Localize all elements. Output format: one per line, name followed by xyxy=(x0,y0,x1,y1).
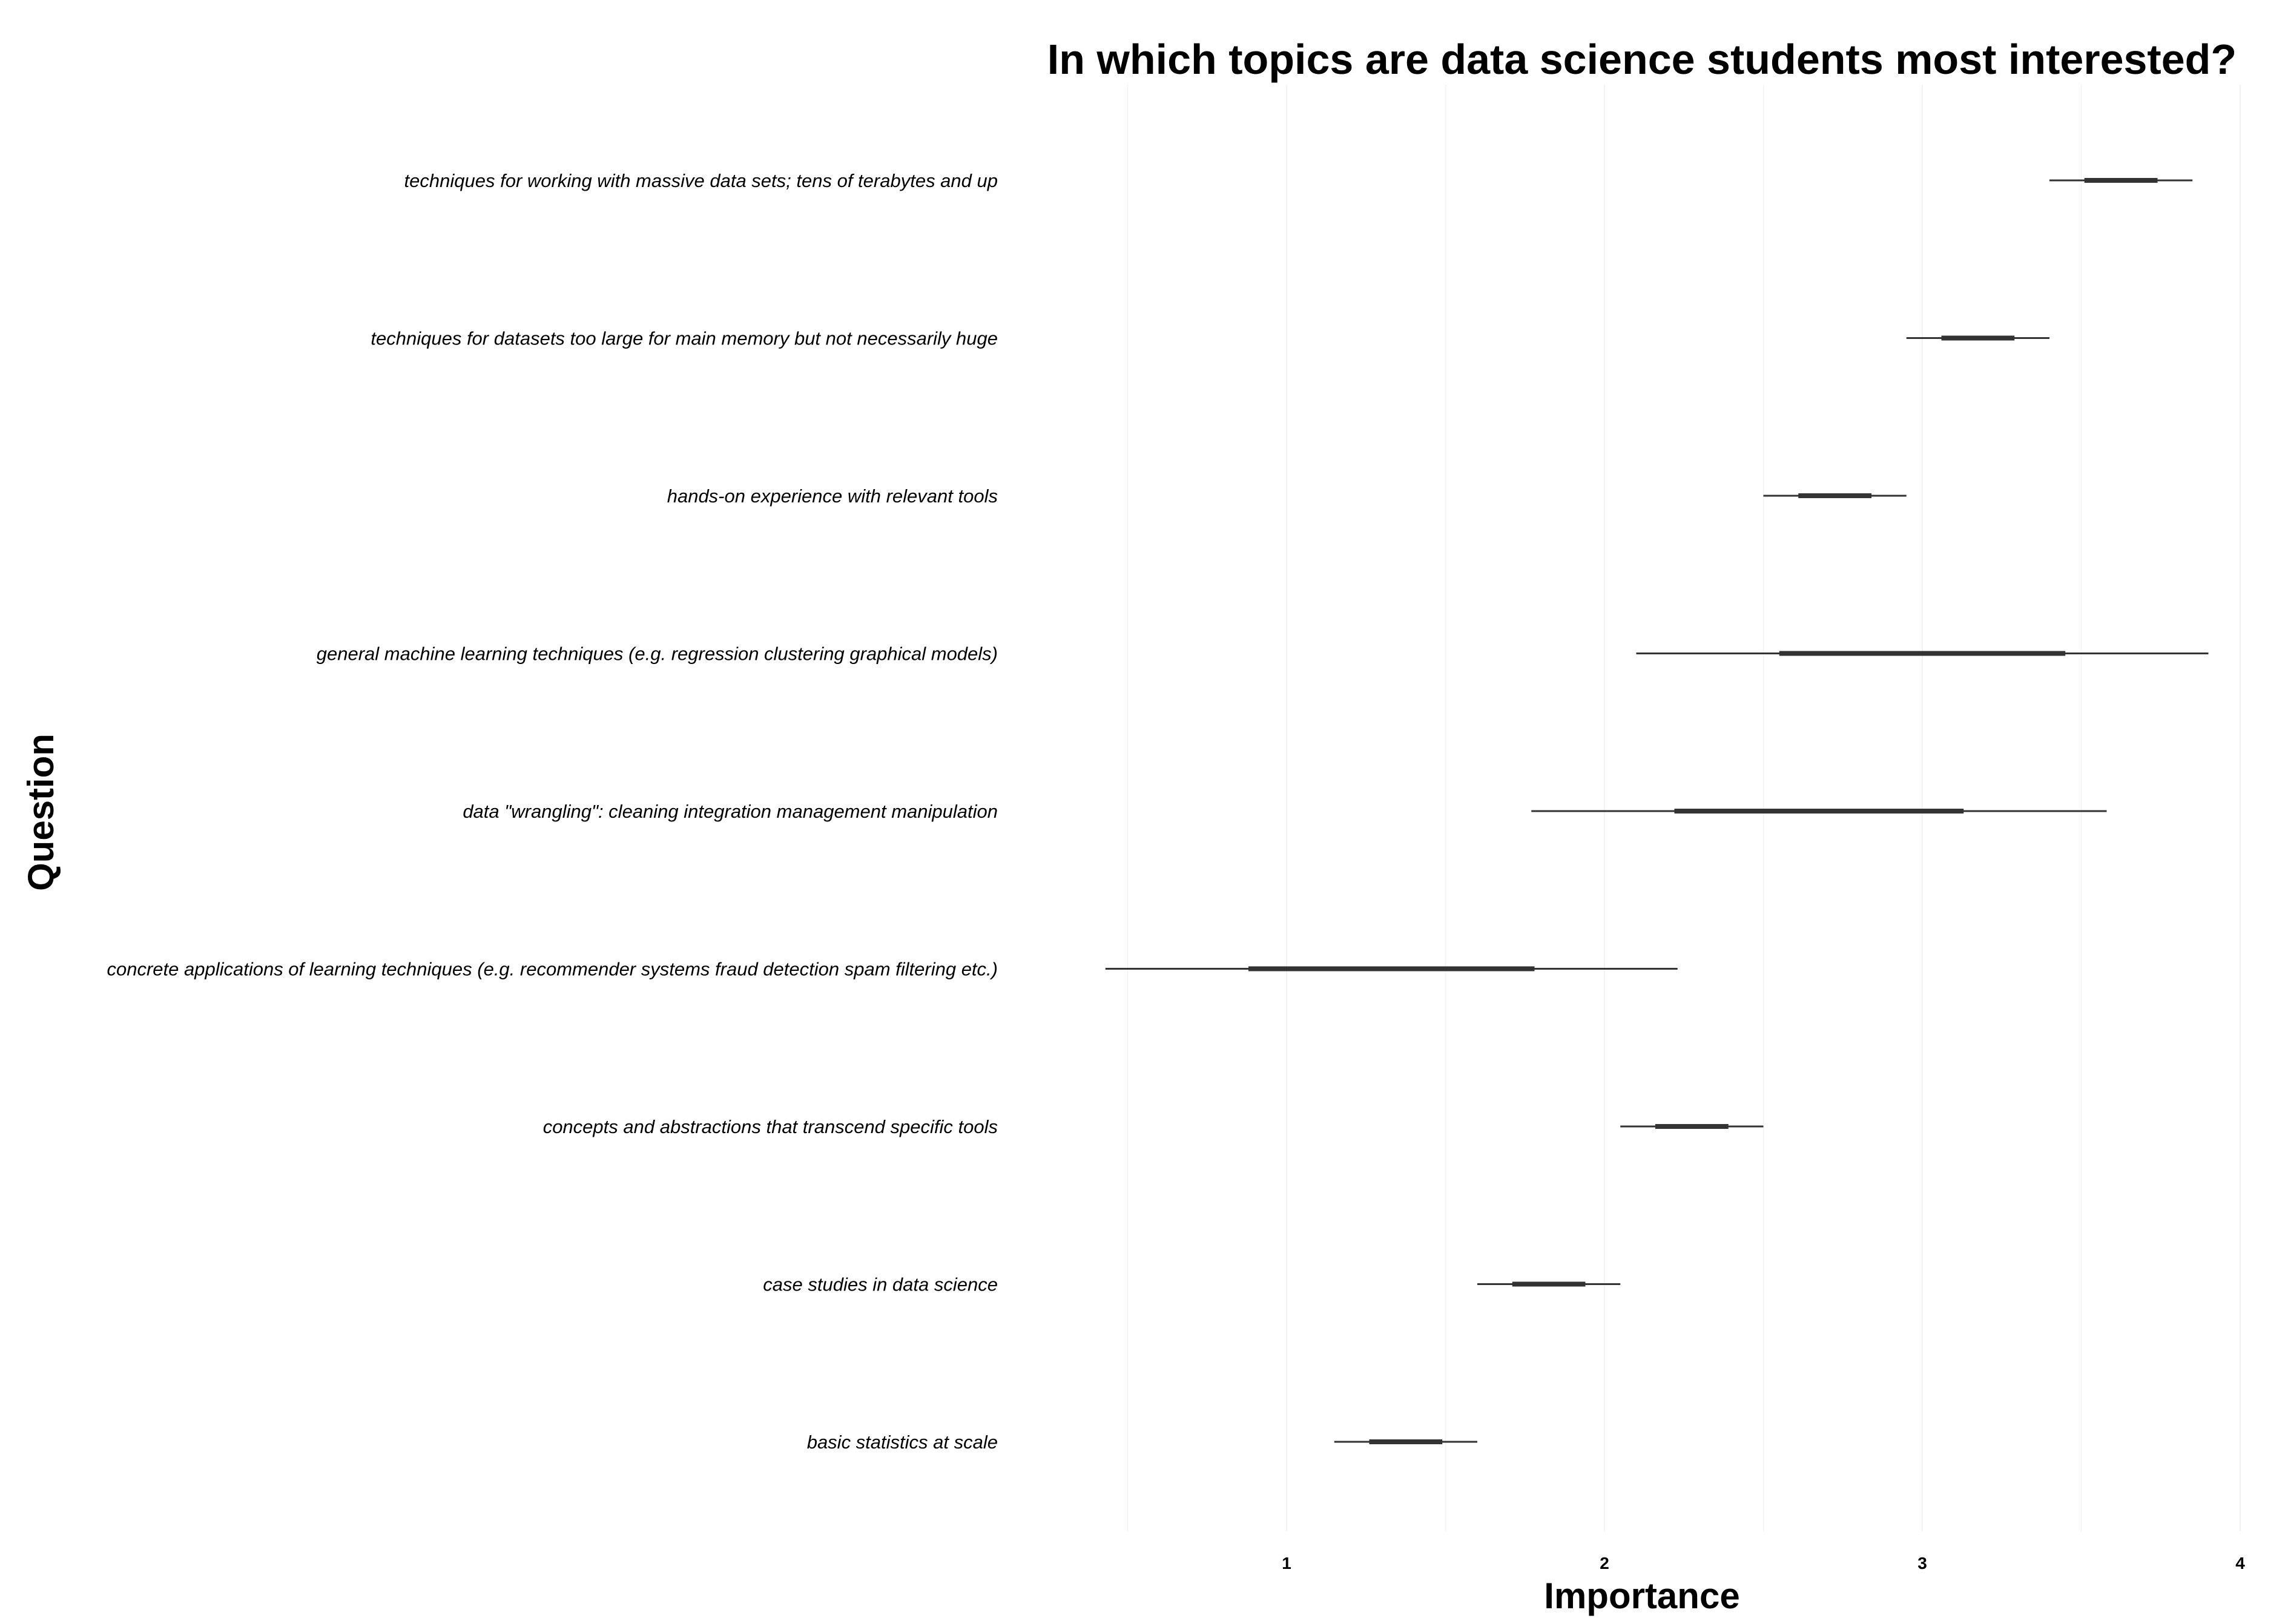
y-tick-label: concepts and abstractions that transcend… xyxy=(543,1116,998,1137)
y-tick-label: concrete applications of learning techni… xyxy=(107,959,998,980)
x-tick-label: 4 xyxy=(2235,1554,2245,1573)
label-layer: 1 2 3 4 techniques for working with massive … xyxy=(107,170,2245,1573)
y-tick-label: techniques for working with massive data… xyxy=(404,170,998,191)
y-tick-label: case studies in data science xyxy=(763,1274,998,1295)
y-tick-label: basic statistics at scale xyxy=(807,1432,998,1453)
interval-layer xyxy=(1105,178,2209,1444)
grid-layer xyxy=(1127,85,2241,1531)
x-tick-label: 3 xyxy=(1917,1554,1927,1573)
x-tick-label: 2 xyxy=(1600,1554,1609,1573)
y-axis-title: Question xyxy=(21,734,61,891)
chart-title: In which topics are data science student… xyxy=(1047,36,2237,83)
y-tick-label: techniques for datasets too large for ma… xyxy=(371,328,998,349)
y-tick-label: general machine learning techniques (e.g… xyxy=(317,643,998,665)
x-axis-title: Importance xyxy=(1544,1576,1739,1616)
y-tick-label: hands-on experience with relevant tools xyxy=(667,485,998,507)
y-tick-label: data "wrangling": cleaning integration m… xyxy=(463,801,998,822)
x-tick-label: 1 xyxy=(1282,1554,1291,1573)
